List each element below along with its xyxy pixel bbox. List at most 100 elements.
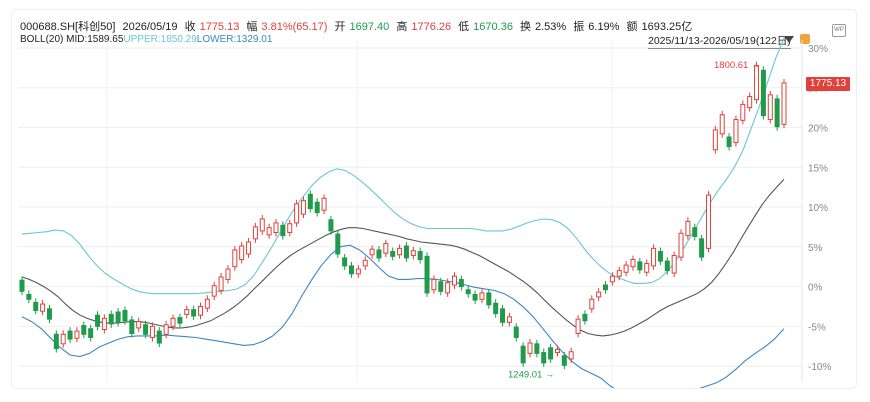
candle (239, 245, 245, 261)
candle (506, 316, 512, 323)
close-label: 收 (184, 21, 196, 33)
candle (767, 94, 773, 121)
candle (294, 203, 300, 224)
candle (211, 285, 217, 297)
candle (582, 313, 588, 322)
candle (623, 264, 629, 273)
candle (259, 218, 265, 232)
quote-header: 000688.SH[科创50] 2026/05/19 收 1775.13 幅 3.8… (20, 18, 696, 34)
candle (754, 64, 760, 101)
candle (740, 103, 746, 121)
candle (136, 321, 142, 329)
close-value: 1775.13 (199, 21, 240, 33)
boll-upper: UPPER:1850.29 (123, 34, 197, 45)
candle (184, 309, 190, 315)
candle (733, 119, 739, 144)
candle (314, 201, 320, 214)
candle (46, 308, 52, 320)
candle (67, 330, 73, 340)
candle (630, 259, 636, 268)
candle (486, 292, 492, 306)
candle (479, 292, 485, 300)
candle (143, 324, 149, 335)
candlestick-chart: 30%25%20%15%10%5%0%-5%-10%1800.61 →1249.… (18, 37, 831, 388)
candle (33, 301, 39, 311)
candle (657, 251, 663, 262)
candle (101, 317, 107, 331)
candle (568, 351, 574, 360)
high-label: 高 (396, 21, 408, 33)
candle (383, 243, 389, 254)
candle (609, 275, 615, 283)
candle (81, 325, 87, 335)
candle (548, 347, 554, 360)
candle (156, 330, 162, 344)
candle (403, 245, 409, 259)
low-value: 1670.36 (473, 21, 513, 33)
candle (719, 114, 725, 135)
open-label: 开 (334, 21, 346, 33)
watermark-icon: WP (832, 24, 846, 37)
candle (122, 309, 128, 322)
candle (218, 276, 224, 292)
change-value: 3.81%(65.17) (261, 21, 328, 33)
candle (500, 308, 506, 323)
candle (273, 222, 279, 233)
candle (671, 255, 677, 274)
candle (520, 345, 526, 364)
candle (458, 278, 464, 288)
date-range-selector[interactable]: 2025/11/13-2026/05/19(122日) (648, 35, 791, 49)
amount-value: 1693.25亿 (641, 21, 693, 33)
y-tick-label: 30% (808, 44, 828, 55)
candle (527, 342, 533, 354)
amplitude-label: 振 (573, 21, 585, 33)
candle (664, 260, 670, 272)
index-code: 000688.SH[科创50] (20, 21, 116, 33)
candle (603, 284, 609, 291)
candle (163, 324, 169, 335)
candle (19, 279, 25, 292)
high-value: 1776.26 (411, 21, 452, 33)
low-label: 低 (458, 21, 470, 33)
candle (149, 325, 155, 338)
candle (88, 328, 94, 338)
candle (410, 250, 416, 257)
candle (232, 249, 238, 268)
candle (115, 311, 121, 323)
candle (705, 194, 711, 249)
high-annotation: 1800.61 → (714, 60, 760, 71)
candle (342, 257, 348, 267)
candle (177, 317, 183, 324)
turnover-label: 换 (520, 21, 531, 33)
candle (321, 197, 327, 211)
candle (287, 223, 293, 233)
candle (472, 294, 478, 301)
candle (616, 270, 622, 277)
lock-icon[interactable] (800, 34, 810, 44)
y-tick-label: -5% (808, 322, 826, 333)
low-annotation: 1249.01 → (508, 369, 554, 380)
candle (561, 355, 567, 366)
amplitude-value: 6.19% (588, 21, 620, 33)
candle (417, 251, 423, 261)
candle (390, 251, 396, 257)
candle (397, 247, 403, 256)
candle (774, 98, 780, 128)
candle (252, 226, 258, 240)
candle (554, 348, 560, 354)
candle (328, 219, 334, 232)
candle (575, 318, 581, 334)
candle (438, 281, 444, 292)
candle (197, 305, 203, 316)
y-tick-label: 20% (808, 123, 828, 134)
turnover-value: 2.53% (535, 21, 567, 33)
dropdown-arrow-icon[interactable] (784, 36, 794, 43)
quote-date: 2026/05/19 (122, 21, 178, 33)
candle (685, 220, 691, 237)
candle (74, 330, 80, 339)
boll-mid-line (21, 178, 785, 337)
boll-mid: MID:1589.65 (66, 34, 124, 45)
candle (266, 227, 272, 236)
candle (204, 298, 210, 309)
amount-label: 额 (626, 21, 638, 33)
